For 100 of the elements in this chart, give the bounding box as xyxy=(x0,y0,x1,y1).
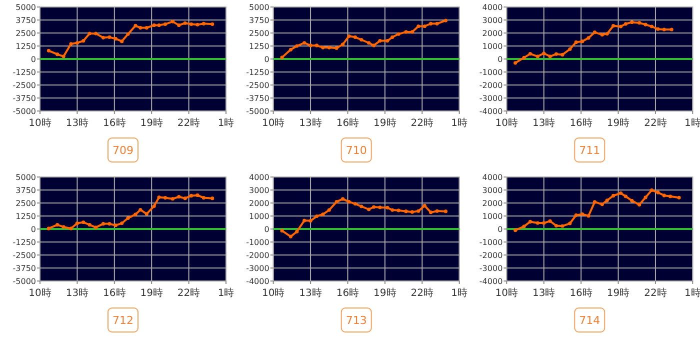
x-tick-label: 1時 xyxy=(218,287,234,299)
text: 712 xyxy=(112,314,134,327)
point xyxy=(410,210,414,214)
point xyxy=(126,216,130,220)
point xyxy=(574,40,578,44)
y-tick-label: 0 xyxy=(498,225,503,234)
text: 709 xyxy=(112,144,134,157)
y-tick-label: -2000 xyxy=(246,251,270,260)
point xyxy=(334,46,338,50)
y-tick-label: -2500 xyxy=(12,81,36,90)
point xyxy=(668,194,672,198)
point xyxy=(302,218,306,222)
point xyxy=(196,22,200,26)
x-tick-label: 10時 xyxy=(262,287,285,299)
point xyxy=(170,197,174,201)
point xyxy=(56,52,60,56)
point xyxy=(662,194,666,198)
point xyxy=(435,209,439,213)
point xyxy=(202,22,206,26)
point xyxy=(670,28,674,32)
point xyxy=(170,20,174,24)
point xyxy=(120,40,124,44)
point xyxy=(586,36,590,40)
x-tick-label: 19時 xyxy=(140,117,163,129)
y-tick-label: -2500 xyxy=(246,81,270,90)
y-tick-label: 2000 xyxy=(482,29,503,38)
y-tick-label: 1250 xyxy=(248,42,270,51)
y-tick-label: -3750 xyxy=(12,94,36,103)
point xyxy=(542,52,546,56)
y-tick-label: -2000 xyxy=(479,251,503,260)
point xyxy=(144,26,148,30)
point xyxy=(429,22,433,26)
point xyxy=(536,54,540,58)
y-tick-label: -3000 xyxy=(479,264,503,273)
point xyxy=(308,44,312,48)
point xyxy=(340,42,345,46)
point xyxy=(144,212,148,216)
y-tick-label: -1000 xyxy=(479,238,503,247)
y-tick-label: -1250 xyxy=(12,238,36,247)
point xyxy=(605,198,609,202)
point xyxy=(114,224,118,228)
point xyxy=(554,52,558,56)
point xyxy=(404,210,408,214)
point xyxy=(416,24,420,28)
point xyxy=(416,209,420,213)
point xyxy=(314,214,319,218)
point xyxy=(390,35,394,39)
point xyxy=(638,202,642,206)
point xyxy=(536,221,540,225)
point xyxy=(650,188,654,192)
point xyxy=(650,24,654,28)
x-tick-label: 1時 xyxy=(218,117,234,129)
point xyxy=(618,191,623,195)
y-tick-label: 4000 xyxy=(482,3,503,12)
point xyxy=(138,26,142,30)
point xyxy=(334,200,338,204)
y-tick-label: -2000 xyxy=(479,81,503,90)
y-tick-label: 2500 xyxy=(16,29,36,38)
x-tick-label: 22時 xyxy=(177,117,200,129)
point xyxy=(386,39,390,43)
y-tick-label: -1000 xyxy=(479,68,503,77)
point xyxy=(152,23,156,27)
y-tick-label: -3000 xyxy=(246,264,270,273)
point xyxy=(548,219,552,223)
point xyxy=(308,219,312,223)
point xyxy=(321,212,325,216)
point xyxy=(108,35,112,39)
x-tick-label: 16時 xyxy=(336,287,360,299)
point xyxy=(360,38,364,42)
x-tick-label: 19時 xyxy=(606,117,630,129)
y-tick-label: -4000 xyxy=(479,107,503,116)
point xyxy=(69,42,73,46)
point xyxy=(568,47,572,51)
y-tick-label: -1250 xyxy=(246,68,270,77)
point xyxy=(548,54,552,58)
x-tick-label: 1時 xyxy=(451,287,468,299)
x-tick-label: 19時 xyxy=(140,287,163,299)
text: 711 xyxy=(579,144,600,157)
point xyxy=(157,23,161,27)
point xyxy=(568,222,572,226)
point xyxy=(522,56,526,60)
point xyxy=(75,41,79,45)
x-tick-label: 10時 xyxy=(28,117,52,129)
point xyxy=(56,223,60,227)
point xyxy=(295,230,299,234)
point xyxy=(302,41,306,45)
point xyxy=(656,190,660,194)
point xyxy=(295,44,299,48)
point xyxy=(662,28,666,32)
y-tick-label: -3750 xyxy=(246,94,270,103)
point xyxy=(422,24,426,28)
point xyxy=(528,220,532,224)
y-tick-label: 3000 xyxy=(248,186,270,195)
y-tick-label: 1250 xyxy=(16,42,36,51)
point xyxy=(152,204,156,208)
y-tick-label: 1000 xyxy=(248,212,270,221)
point xyxy=(522,224,526,228)
point xyxy=(542,221,546,225)
point xyxy=(612,24,616,28)
point xyxy=(82,39,86,43)
